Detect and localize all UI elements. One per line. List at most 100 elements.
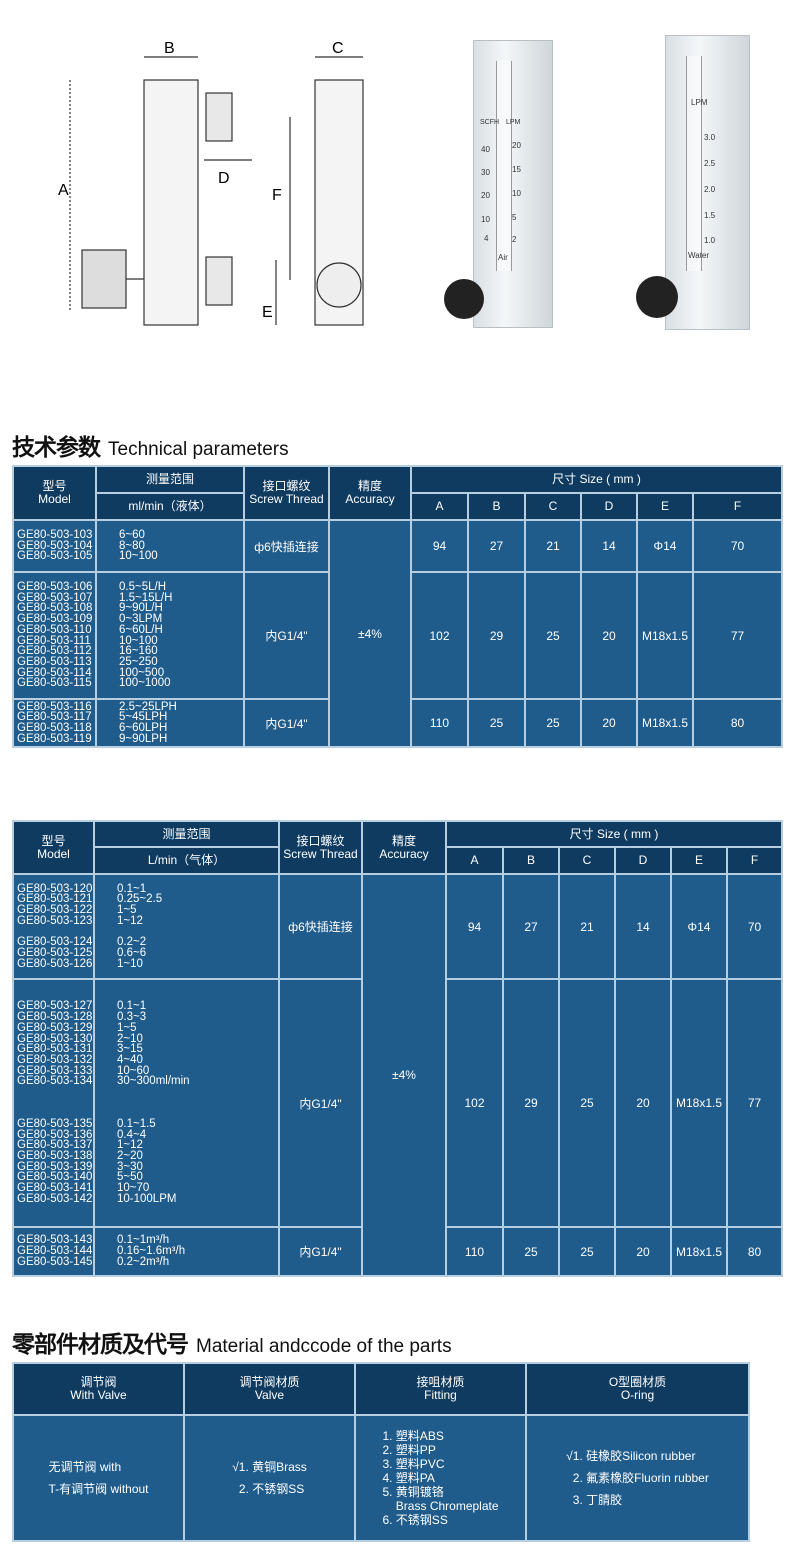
range-value: 0.6~6 xyxy=(117,946,147,959)
scale-tick: 40 xyxy=(481,145,490,154)
range-value: 5~50 xyxy=(117,1171,143,1184)
model-number: GE80-503-135 xyxy=(17,1118,93,1131)
title-cn: 零部件材质及代号 xyxy=(12,1332,189,1358)
model-number: GE80-503-139 xyxy=(17,1160,93,1173)
dim-header-d-text: D xyxy=(604,499,614,513)
range-value: 8~80 xyxy=(119,539,145,552)
model-cell: GE80-503-120 GE80-503-121 GE80-503-122 GE80… xyxy=(12,873,95,980)
material-option: 6. 不锈钢SS xyxy=(382,1512,448,1527)
dim-label-c: C xyxy=(332,40,344,57)
dim-cell-a: 110 xyxy=(445,1226,504,1277)
range-value: 0.1~1 xyxy=(117,882,147,895)
header-en: O-ring xyxy=(620,1388,655,1402)
range-value: 1.5~15L/H xyxy=(119,591,173,604)
model-number: GE80-503-117 xyxy=(17,711,92,724)
model-cell: GE80-503-103 GE80-503-104 GE80-503-105 xyxy=(12,519,97,573)
dim-cell-c: 21 xyxy=(558,873,616,980)
table-row: GE80-503-106 GE80-503-107 GE80-503-108 GE80… xyxy=(12,571,784,700)
model-number: GE80-503-123 xyxy=(17,914,93,927)
range-value: 10~60 xyxy=(117,1064,150,1077)
range-header: 测量范围 xyxy=(93,820,280,848)
dim-header-e: E xyxy=(636,492,694,521)
model-number: GE80-503-130 xyxy=(17,1032,93,1045)
range-unit-header-text: L/min（气体） xyxy=(147,853,226,867)
model-number: GE80-503-106 xyxy=(17,581,93,594)
thread-header: 接口螺纹 Screw Thread xyxy=(278,820,363,875)
dim-cell-e: M18x1.5 xyxy=(670,978,728,1228)
material-cell: 无调节阀 with T-有调节阀 without xyxy=(12,1414,185,1542)
header-en: Fitting xyxy=(424,1388,457,1402)
valve-knob xyxy=(444,279,484,319)
scale-tick: 1.5 xyxy=(704,211,716,220)
thread-header-text: 接口螺纹 xyxy=(262,479,311,493)
dim-header-f: F xyxy=(691,492,784,521)
accuracy-header-text: 精度 xyxy=(391,833,416,848)
model-number: GE80-503-118 xyxy=(17,722,92,734)
thread-header: 接口螺纹 Screw Thread xyxy=(243,465,330,521)
dim-cell-c: 25 xyxy=(524,698,582,748)
dim-cell-f: 70 xyxy=(725,873,784,980)
thread-header-text: Screw Thread xyxy=(249,492,324,506)
dim-header-b: B xyxy=(467,492,526,521)
model-number: GE80-503-133 xyxy=(17,1064,93,1077)
model-number: GE80-503-104 xyxy=(17,539,93,552)
range-value: 100~500 xyxy=(119,666,165,679)
range-value: 0~3LPM xyxy=(119,613,163,626)
scale-tick: 10 xyxy=(512,189,521,198)
spec-table: 型号 Model 测量范围 接口螺纹 Screw Thread 精度 Accuracy 尺寸 … xyxy=(12,465,784,748)
range-cell: 0.1~1 0.3~3 1~5 2~10 3~15 4~40 10~60 30~300ml/m… xyxy=(93,978,280,1228)
dim-cell-a: 94 xyxy=(410,519,469,573)
model-number: GE80-503-125 xyxy=(17,946,93,959)
medium-label: Water xyxy=(688,251,710,260)
dim-cell-f: 80 xyxy=(725,1226,784,1277)
range-unit-header: L/min（气体） xyxy=(93,846,280,875)
dim-header-a: A xyxy=(410,492,469,521)
dim-cell-d: 20 xyxy=(580,698,638,748)
material-option: √1. 硅橡胶Silicon rubber xyxy=(566,1449,696,1463)
material-option: √1. 黄铜Brass xyxy=(232,1460,307,1474)
model-header-text: Model xyxy=(37,846,70,861)
thread-header-text: 接口螺纹 xyxy=(296,833,345,848)
model-number: GE80-503-127 xyxy=(17,1000,93,1013)
range-cell: 0.1~1m³/h 0.16~1.6m³/h 0.2~2m³/h xyxy=(93,1226,280,1277)
thread-cell: 内G1/4" xyxy=(278,1226,363,1277)
dim-header-c-text: C xyxy=(548,499,558,513)
range-value: 0.25~2.5 xyxy=(117,893,163,906)
model-number: GE80-503-108 xyxy=(17,602,93,615)
material-option: 2. 氟素橡胶Fluorin rubber xyxy=(566,1471,709,1485)
dim-header-b-text: B xyxy=(526,853,535,867)
model-number: GE80-503-105 xyxy=(17,550,93,563)
material-option: 5. 黄铜镀铬 xyxy=(382,1484,444,1499)
model-number: GE80-503-132 xyxy=(17,1053,93,1066)
model-number: GE80-503-107 xyxy=(17,591,93,604)
dim-cell-b: 27 xyxy=(467,519,526,573)
dim-cell-f: 70 xyxy=(691,519,784,573)
material-header: 调节阀材质 Valve xyxy=(183,1362,356,1416)
model-number xyxy=(17,1098,93,1109)
title-en: Technical parameters xyxy=(108,439,289,460)
model-number: GE80-503-136 xyxy=(17,1128,93,1141)
scale-tick: 4 xyxy=(484,234,489,243)
dim-label-e: E xyxy=(262,304,273,321)
range-value: 2~10 xyxy=(117,1032,143,1045)
range-value: 10~100 xyxy=(119,550,158,563)
range-value: 0.1~1m³/h xyxy=(117,1234,170,1247)
range-value: 10~70 xyxy=(117,1182,150,1195)
accuracy-header-text: Accuracy xyxy=(379,846,429,861)
model-number: GE80-503-103 xyxy=(17,528,93,541)
dimension-diagram: A B C D E F xyxy=(58,40,364,326)
model-number: GE80-503-140 xyxy=(17,1171,93,1184)
model-number: GE80-503-128 xyxy=(17,1011,93,1024)
material-cell: 1. 塑料ABS 2. 塑料PP 3. 塑料PVC 4. 塑料PA 5. 黄铜镀铬 Br… xyxy=(354,1414,527,1542)
scale-tick: 10 xyxy=(481,215,490,224)
model-number: GE80-503-110 xyxy=(17,623,92,636)
dim-label-b: B xyxy=(164,40,175,57)
flow-tube xyxy=(496,61,512,271)
dim-label-f: F xyxy=(272,187,282,204)
material-option: 2. 塑料PP xyxy=(382,1442,436,1457)
model-number: GE80-503-120 xyxy=(17,882,93,895)
model-cell: GE80-503-116 GE80-503-117 GE80-503-118 GE80… xyxy=(12,698,97,748)
scale-tick: 1.0 xyxy=(704,236,716,245)
scale-tick: 2.5 xyxy=(704,159,716,168)
model-header: 型号 Model xyxy=(12,820,95,875)
